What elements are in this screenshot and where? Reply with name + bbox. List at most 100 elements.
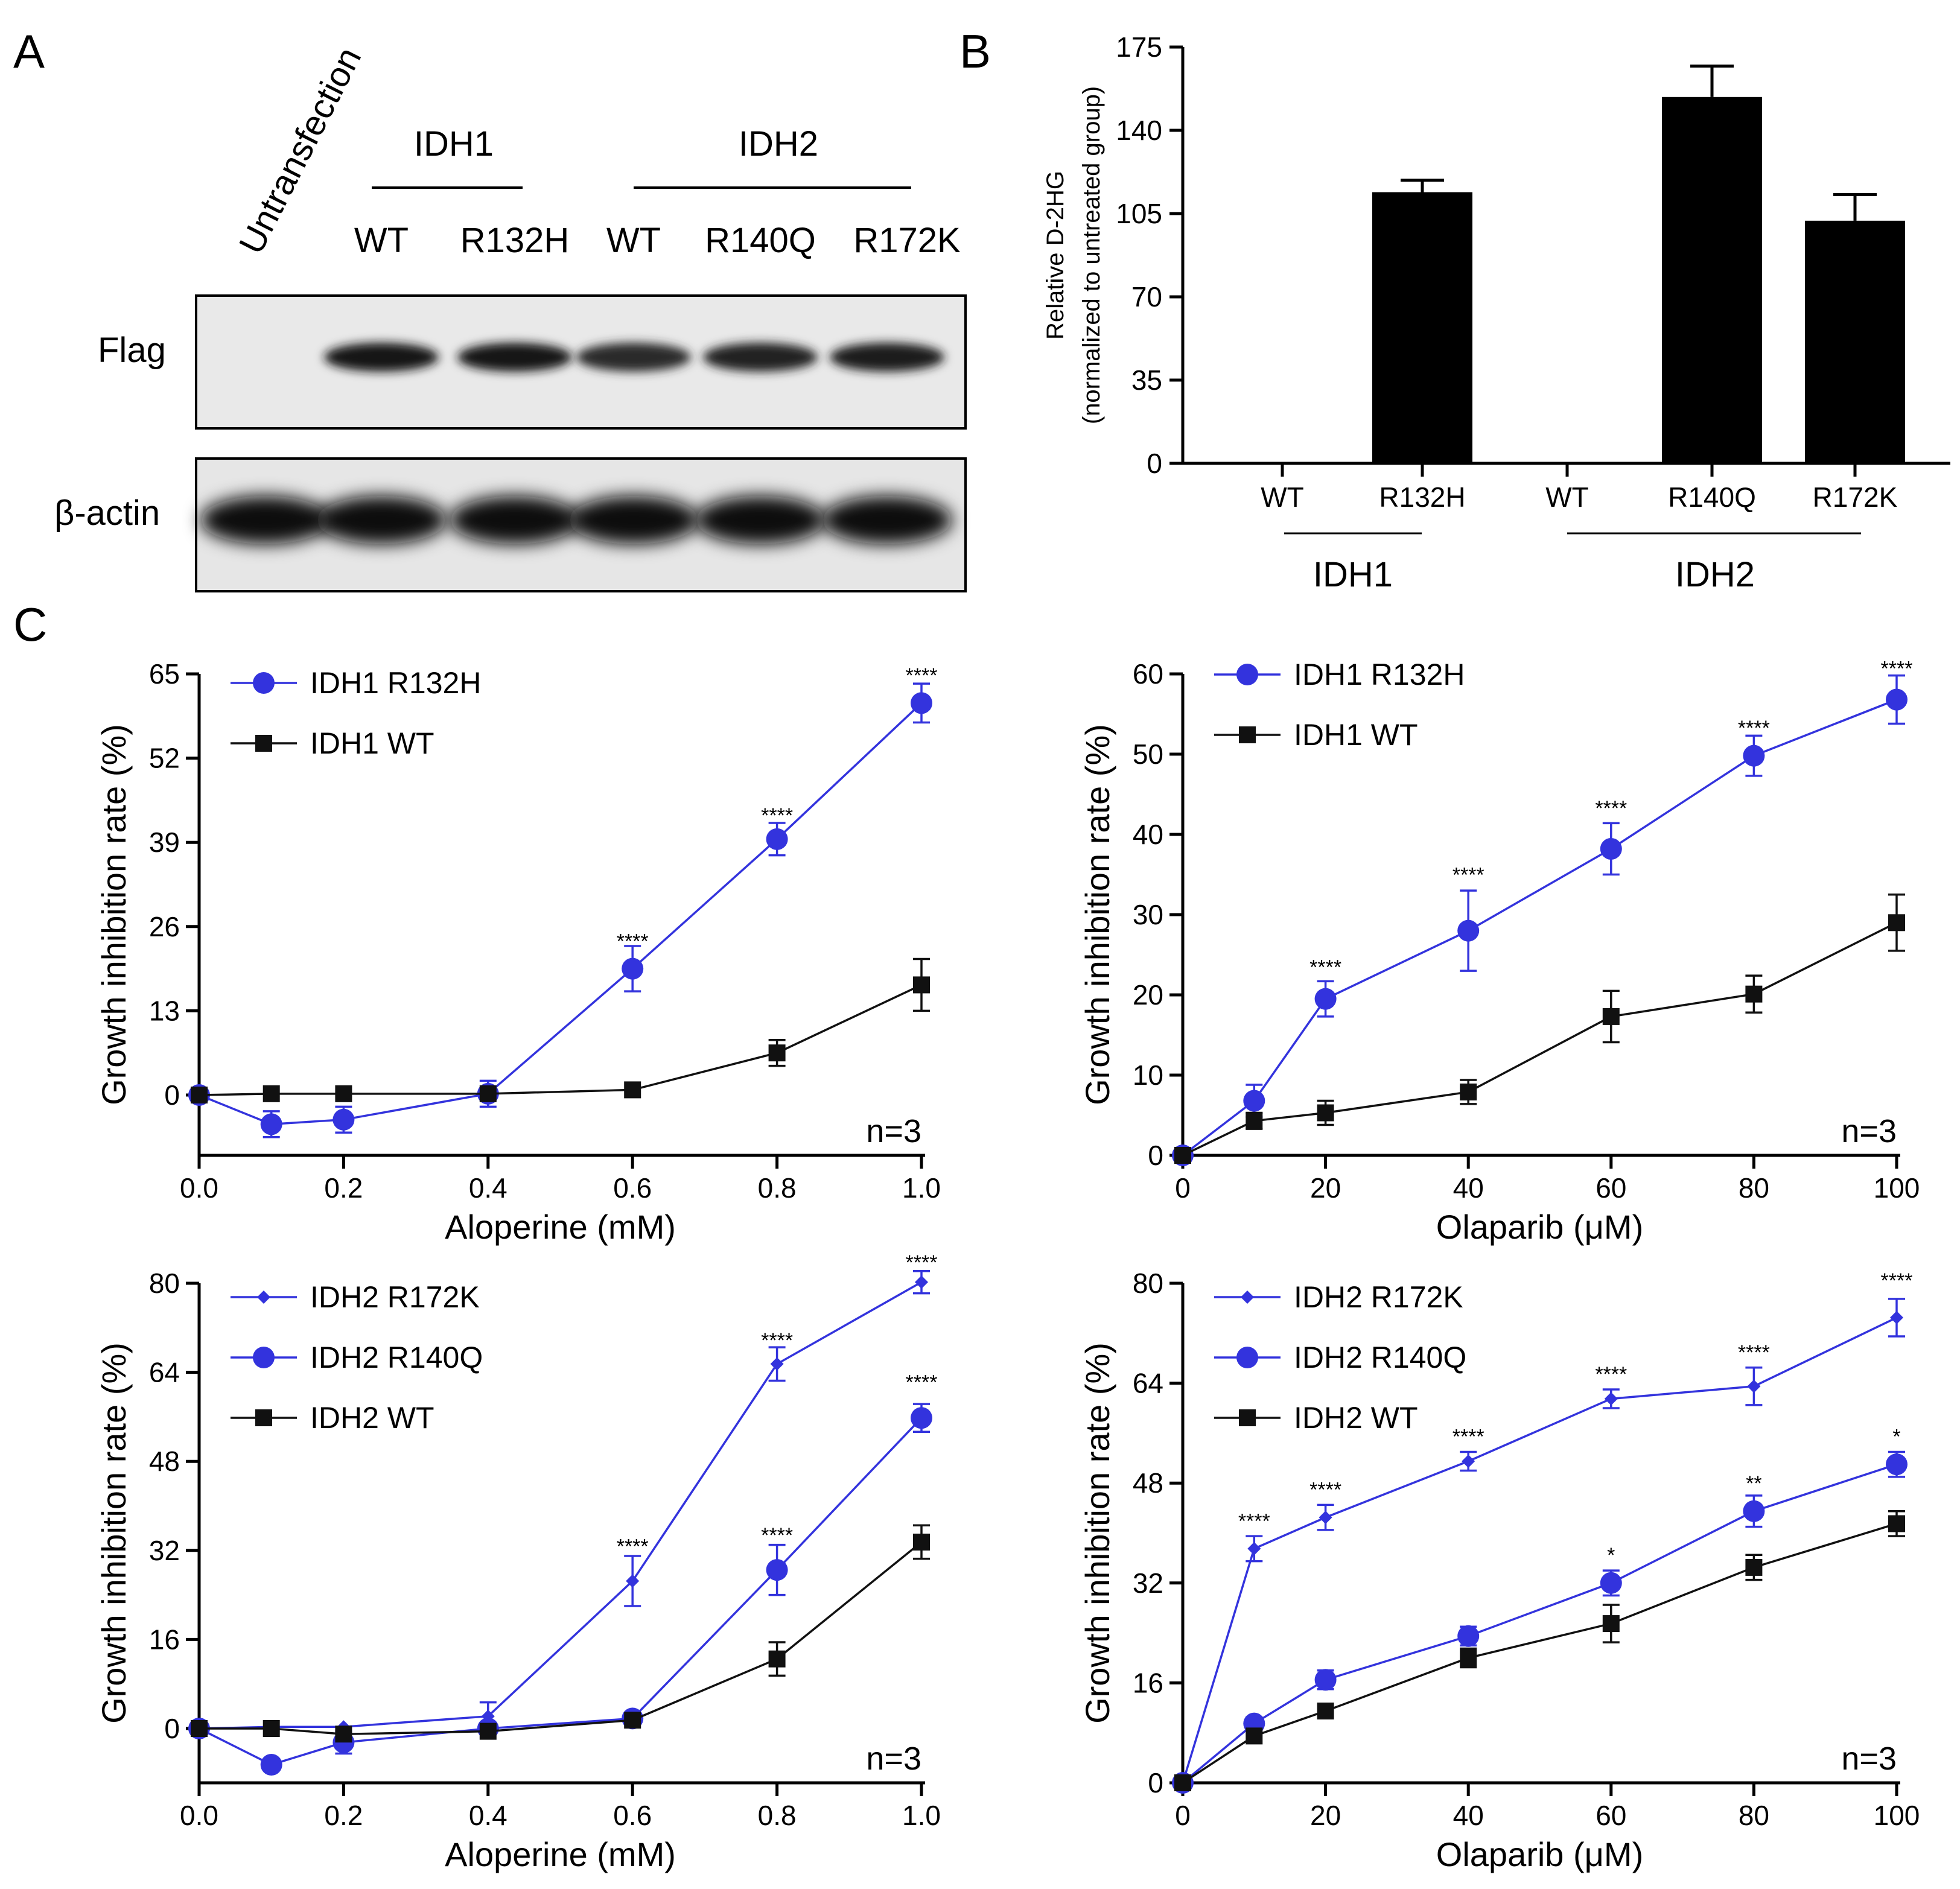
- c-y-tick-label: 40: [1133, 819, 1163, 850]
- c-x-tick-label: 0.0: [180, 1800, 218, 1831]
- c-data-point: [913, 1533, 930, 1551]
- c-data-point: [191, 1087, 208, 1103]
- actin-band: [200, 496, 331, 544]
- b-x-tick-label: R140Q: [1668, 481, 1756, 513]
- c-data-point: [766, 1559, 788, 1581]
- c-n-label: n=3: [1841, 1741, 1897, 1777]
- actin-band: [568, 496, 699, 544]
- c-significance-label: ****: [906, 664, 938, 687]
- c-legend-marker: [253, 672, 275, 694]
- blot-bands: [200, 343, 952, 544]
- c-y-tick-label: 10: [1133, 1059, 1163, 1091]
- c-x-tick-label: 80: [1739, 1172, 1769, 1204]
- c-x-tick-label: 1.0: [902, 1800, 941, 1831]
- c-significance-label: ****: [1881, 658, 1913, 681]
- c-x-axis-label: Aloperine (mM): [445, 1208, 676, 1246]
- c-significance-label: *: [1892, 1426, 1900, 1449]
- actin-band: [822, 496, 952, 544]
- c-x-tick-label: 20: [1310, 1800, 1341, 1831]
- c-data-point: [1314, 988, 1337, 1010]
- chart-c3: 0 16 32 48 64 80 0.0 0.2 0.4 0.6 0.8 1.0 Aloperine (…: [95, 1251, 941, 1873]
- blot-group-idh2: IDH2: [739, 124, 818, 164]
- lane-label-untransfection: Untransfection: [232, 41, 369, 260]
- chart-c1: 0 13 26 39 52 65 0.0 0.2 0.4 0.6 0.8 1.0 Aloperine (…: [95, 658, 941, 1246]
- c-y-tick-label: 30: [1133, 899, 1163, 930]
- c-y-tick-label: 26: [149, 911, 180, 942]
- c-data-point: [1460, 1083, 1477, 1100]
- c-legend-label: IDH1 R132H: [310, 666, 481, 700]
- b-y-tick-label: 35: [1131, 364, 1162, 396]
- blot-lane-label: WT: [606, 221, 661, 260]
- c-data-point: [1317, 1104, 1334, 1122]
- c-significance-label: *: [1607, 1544, 1615, 1567]
- c-x-tick-label: 0.2: [324, 1172, 363, 1204]
- c-data-point: [768, 1650, 786, 1668]
- chart-c4: 0 16 32 48 64 80 0 20 40 60 80 100 Olaparib (μM) Grow…: [1078, 1268, 1920, 1873]
- blot-group-idh1: IDH1: [414, 124, 494, 164]
- c-x-tick-label: 100: [1874, 1800, 1920, 1831]
- c-significance-label: ****: [1738, 1341, 1770, 1364]
- blot-row-actin: β-actin: [54, 494, 160, 533]
- c-legend-label: IDH2 R140Q: [1294, 1341, 1466, 1374]
- c-legend-marker: [1236, 1347, 1258, 1368]
- c-data-point: [1314, 1669, 1337, 1691]
- c-legend-marker: [1239, 1409, 1256, 1426]
- c-significance-label: ****: [761, 804, 793, 827]
- b-y-tick-label: 70: [1131, 281, 1162, 313]
- c-data-point: [624, 1712, 641, 1729]
- c-data-point: [624, 1081, 641, 1099]
- c-series-line: [199, 983, 922, 1096]
- c-data-point: [1243, 1090, 1265, 1112]
- c-legend-marker: [1239, 726, 1256, 743]
- c-legend-label: IDH2 WT: [1294, 1401, 1418, 1435]
- flag-band: [457, 343, 572, 372]
- panel-letter-a: A: [13, 25, 45, 78]
- c-data-point: [262, 1720, 280, 1737]
- c-data-point: [913, 976, 930, 994]
- c-significance-label: ****: [906, 1371, 938, 1394]
- c-x-tick-label: 60: [1596, 1172, 1626, 1204]
- c-y-axis-label: Growth inhibition rate (%): [95, 1342, 133, 1724]
- c-x-axis-label: Olaparib (μM): [1436, 1835, 1643, 1873]
- c-y-tick-label: 39: [149, 827, 180, 858]
- c-y-tick-label: 64: [149, 1357, 180, 1388]
- flag-band: [703, 343, 818, 372]
- b-x-tick-label: WT: [1261, 481, 1304, 513]
- c-data-point: [915, 1275, 928, 1289]
- c-legend-label: IDH1 R132H: [1294, 658, 1465, 691]
- c-data-point: [1604, 1392, 1618, 1406]
- c-n-label: n=3: [866, 1741, 921, 1777]
- c-y-tick-label: 20: [1133, 979, 1163, 1011]
- c-x-tick-label: 40: [1453, 1800, 1484, 1831]
- c-data-point: [1747, 1379, 1761, 1393]
- c-y-tick-label: 0: [1148, 1140, 1163, 1171]
- c-data-point: [1246, 1727, 1263, 1745]
- b-y-tick-label: 175: [1116, 31, 1162, 63]
- c-data-point: [479, 1085, 497, 1102]
- c-significance-label: ****: [761, 1524, 793, 1547]
- c-x-tick-label: 0.6: [613, 1172, 652, 1204]
- c-x-tick-label: 0: [1175, 1172, 1191, 1204]
- c-data-point: [1602, 1615, 1620, 1633]
- c-data-point: [260, 1113, 282, 1135]
- c-significance-label: ****: [1309, 1479, 1341, 1502]
- flag-band: [576, 343, 691, 372]
- c-legend-label: IDH2 WT: [310, 1401, 434, 1435]
- c-legend-label: IDH2 R172K: [1294, 1280, 1463, 1314]
- c-data-point: [1457, 919, 1480, 942]
- c-series-line: [199, 1541, 923, 1735]
- c-data-point: [1457, 1625, 1480, 1647]
- c-n-label: n=3: [1841, 1113, 1897, 1149]
- c-x-tick-label: 0.6: [613, 1800, 652, 1831]
- c-significance-label: ****: [617, 930, 649, 953]
- flag-band: [324, 343, 439, 372]
- c-x-tick-label: 0: [1175, 1800, 1191, 1831]
- c-data-point: [622, 957, 644, 980]
- c-data-point: [332, 1108, 355, 1131]
- b-bar: [1372, 192, 1472, 463]
- c-x-tick-label: 40: [1453, 1172, 1484, 1204]
- c-legend-marker: [255, 735, 272, 752]
- c-series-line: [1182, 1463, 1897, 1784]
- c-y-tick-label: 80: [1133, 1268, 1163, 1299]
- c-data-point: [260, 1753, 282, 1776]
